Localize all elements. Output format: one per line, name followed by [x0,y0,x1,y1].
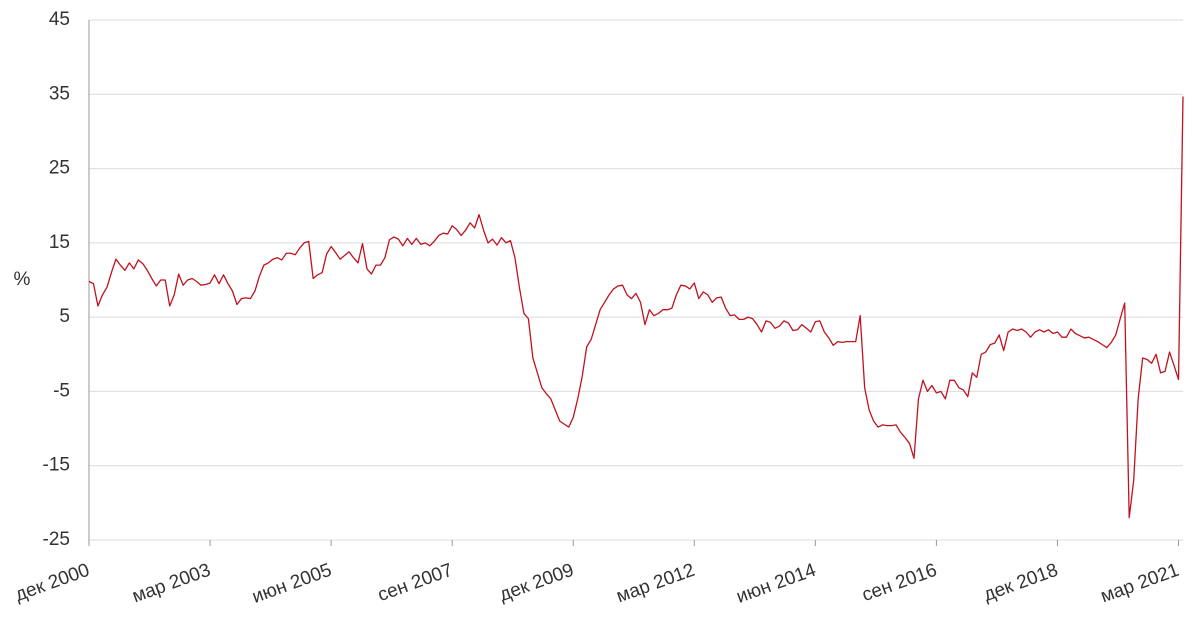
y-tick-label: 15 [49,232,70,253]
y-tick-label: -15 [43,455,70,476]
x-tick-label: мар 2012 [614,560,698,608]
y-tick-label: 25 [49,158,70,179]
x-tick-label: июн 2014 [734,560,819,608]
x-tick-label: мар 2021 [1098,560,1182,608]
y-tick-label: -5 [53,380,70,401]
y-tick-label: 45 [49,9,70,30]
y-axis-label: % [14,269,31,290]
x-tick-label: дек 2009 [497,560,577,606]
y-tick-label: 35 [49,83,70,104]
x-tick-label: сен 2007 [375,560,456,606]
x-tick-label: июн 2005 [249,560,334,608]
y-tick-label: -25 [43,529,70,550]
x-tick-label: сен 2016 [859,560,940,606]
x-tick-label: мар 2003 [129,560,213,608]
data-line [88,96,1184,519]
x-tick-label: дек 2018 [981,560,1061,606]
y-tick-label: 5 [59,306,70,327]
x-tick-label: дек 2000 [12,560,92,606]
